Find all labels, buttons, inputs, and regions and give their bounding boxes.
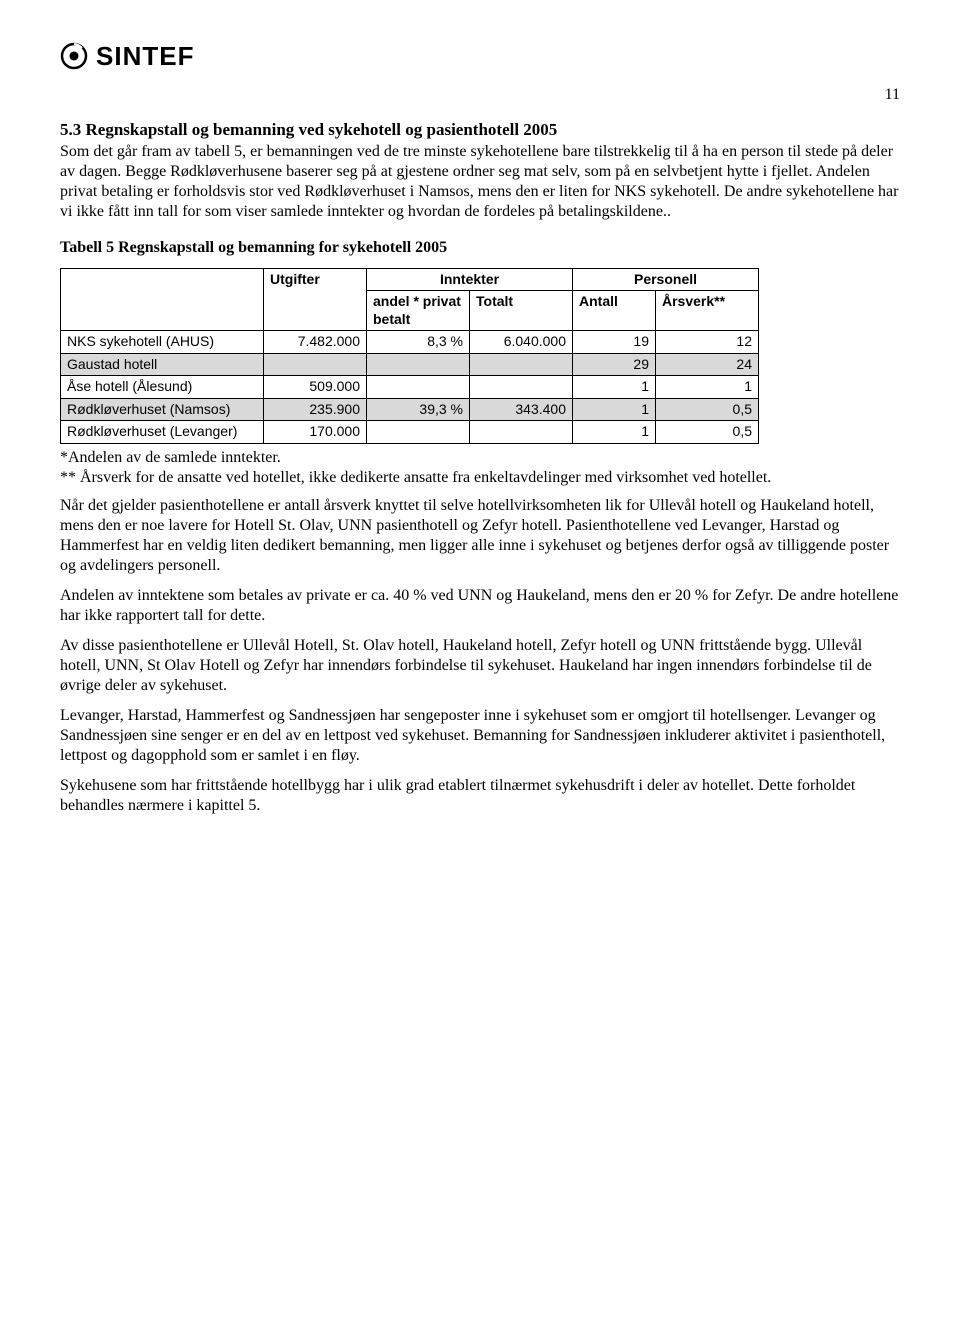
paragraph-6: Sykehusene som har frittstående hotellby… xyxy=(60,776,900,816)
cell-andel: 8,3 % xyxy=(367,331,470,354)
header-utgifter: Utgifter xyxy=(264,268,367,331)
cell-totalt xyxy=(470,353,573,376)
cell-totalt xyxy=(470,376,573,399)
cell-utgifter: 170.000 xyxy=(264,421,367,444)
cell-name: NKS sykehotell (AHUS) xyxy=(61,331,264,354)
cell-utgifter: 235.900 xyxy=(264,398,367,421)
table-row: Åse hotell (Ålesund) 509.000 1 1 xyxy=(61,376,759,399)
table-row: Gaustad hotell 29 24 xyxy=(61,353,759,376)
cell-name: Rødkløverhuset (Namsos) xyxy=(61,398,264,421)
cell-totalt: 6.040.000 xyxy=(470,331,573,354)
paragraph-5: Levanger, Harstad, Hammerfest og Sandnes… xyxy=(60,706,900,766)
logo-text: SINTEF xyxy=(96,40,194,73)
cell-arsverk: 12 xyxy=(656,331,759,354)
header-blank xyxy=(61,268,264,331)
cell-utgifter: 7.482.000 xyxy=(264,331,367,354)
table-row: NKS sykehotell (AHUS) 7.482.000 8,3 % 6.… xyxy=(61,331,759,354)
header-inntekter: Inntekter xyxy=(367,268,573,291)
cell-arsverk: 0,5 xyxy=(656,421,759,444)
section-heading: 5.3 Regnskapstall og bemanning ved sykeh… xyxy=(60,119,900,140)
cell-andel xyxy=(367,353,470,376)
cell-antall: 1 xyxy=(573,421,656,444)
table-row: Rødkløverhuset (Levanger) 170.000 1 0,5 xyxy=(61,421,759,444)
cell-name: Åse hotell (Ålesund) xyxy=(61,376,264,399)
cell-arsverk: 1 xyxy=(656,376,759,399)
header-andel: andel * privat betalt xyxy=(367,291,470,331)
table-regnskap: Utgifter Inntekter Personell andel * pri… xyxy=(60,268,759,444)
cell-name: Rødkløverhuset (Levanger) xyxy=(61,421,264,444)
table-header-row-1: Utgifter Inntekter Personell xyxy=(61,268,759,291)
page-number: 11 xyxy=(60,85,900,105)
cell-name: Gaustad hotell xyxy=(61,353,264,376)
header-arsverk: Årsverk** xyxy=(656,291,759,331)
cell-utgifter: 509.000 xyxy=(264,376,367,399)
cell-arsverk: 24 xyxy=(656,353,759,376)
header-antall: Antall xyxy=(573,291,656,331)
cell-antall: 19 xyxy=(573,331,656,354)
header-personell: Personell xyxy=(573,268,759,291)
paragraph-2: Når det gjelder pasienthotellene er anta… xyxy=(60,496,900,576)
cell-antall: 29 xyxy=(573,353,656,376)
cell-andel xyxy=(367,421,470,444)
cell-antall: 1 xyxy=(573,376,656,399)
table-row: Rødkløverhuset (Namsos) 235.900 39,3 % 3… xyxy=(61,398,759,421)
paragraph-3: Andelen av inntektene som betales av pri… xyxy=(60,586,900,626)
table-footnote-1: *Andelen av de samlede inntekter. xyxy=(60,448,900,468)
table-footnote-2: ** Årsverk for de ansatte ved hotellet, … xyxy=(60,468,900,488)
logo: SINTEF xyxy=(60,40,900,73)
cell-totalt: 343.400 xyxy=(470,398,573,421)
sintef-logo-icon xyxy=(60,42,88,70)
cell-andel xyxy=(367,376,470,399)
header-totalt: Totalt xyxy=(470,291,573,331)
paragraph-4: Av disse pasienthotellene er Ullevål Hot… xyxy=(60,636,900,696)
paragraph-1: Som det går fram av tabell 5, er bemanni… xyxy=(60,142,900,222)
table-caption: Tabell 5 Regnskapstall og bemanning for … xyxy=(60,238,900,258)
cell-totalt xyxy=(470,421,573,444)
cell-arsverk: 0,5 xyxy=(656,398,759,421)
cell-antall: 1 xyxy=(573,398,656,421)
cell-andel: 39,3 % xyxy=(367,398,470,421)
cell-utgifter xyxy=(264,353,367,376)
